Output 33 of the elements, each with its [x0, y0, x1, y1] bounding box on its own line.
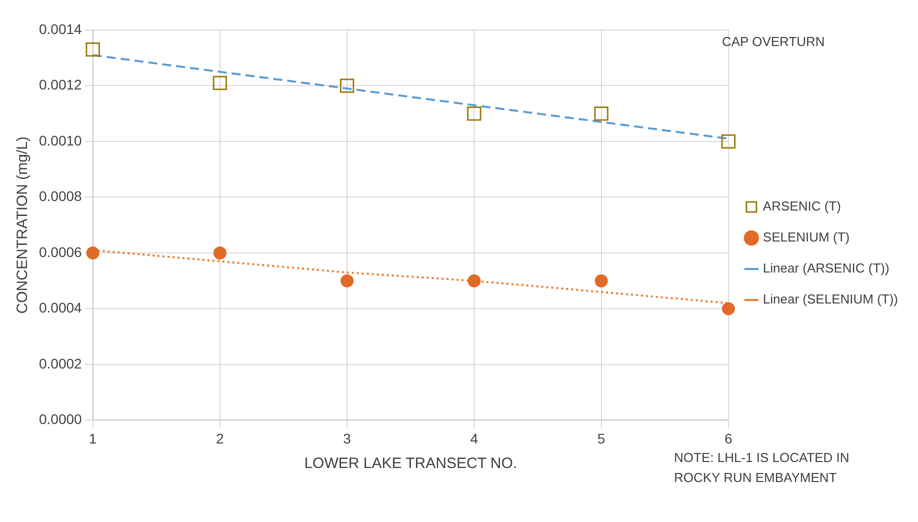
- point: [340, 274, 354, 288]
- x-axis-title: LOWER LAKE TRANSECT NO.: [304, 455, 518, 472]
- point: [340, 78, 354, 93]
- legend-label: SELENIUM (T): [762, 230, 850, 245]
- y-tick-label: 0.0014: [38, 20, 82, 37]
- x-tick-label: 4: [470, 430, 478, 446]
- x-tick-label: 6: [724, 430, 733, 446]
- x-tick-label: 3: [343, 430, 352, 446]
- y-tick-label: 0.0006: [38, 244, 82, 260]
- point: [467, 106, 482, 121]
- legend-label: Linear (SELENIUM (T)): [762, 292, 898, 307]
- point: [213, 246, 226, 260]
- y-tick-label: 0.0012: [38, 76, 82, 93]
- x-tick-label: 5: [597, 430, 606, 446]
- x-tick-label: 2: [216, 430, 224, 446]
- x-tick-label: 1: [88, 430, 97, 446]
- y-tick-label: 0.0010: [38, 132, 82, 148]
- y-axis-title: CONCENTRATION (mg/L): [14, 136, 32, 314]
- point: [722, 302, 735, 316]
- point: [594, 274, 608, 288]
- point: [86, 42, 100, 57]
- y-tick-label: 0.0004: [38, 300, 82, 316]
- point: [212, 76, 228, 90]
- point: [594, 106, 608, 121]
- legend-label: Linear (ARSENIC (T)): [762, 260, 890, 276]
- legend-label: ARSENIC (T): [762, 198, 841, 214]
- point: [721, 134, 736, 149]
- annotation: CAP OVERTURN: [722, 33, 825, 51]
- point: [468, 274, 481, 288]
- y-tick-label: 0.0002: [38, 355, 82, 372]
- y-tick-label: 0.0008: [38, 188, 82, 204]
- y-tick-label: 0.0000: [38, 411, 82, 428]
- text: NOTE: LHL-1 IS LOCATED IN ROCKY RUN EMBAYMENT: [674, 449, 850, 487]
